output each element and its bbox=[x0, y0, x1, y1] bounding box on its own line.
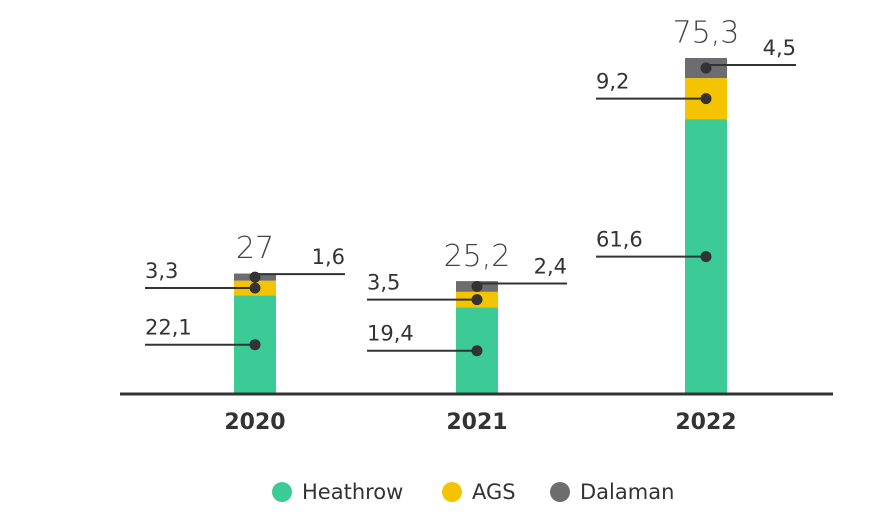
x-tick-label: 2022 bbox=[675, 410, 736, 435]
value-label: 3,5 bbox=[367, 271, 400, 295]
value-label: 9,2 bbox=[596, 70, 629, 94]
value-label: 1,6 bbox=[312, 245, 345, 269]
legend-label: Heathrow bbox=[302, 480, 403, 504]
leader-dot bbox=[700, 93, 712, 105]
value-label: 2,4 bbox=[534, 254, 567, 278]
value-label: 3,3 bbox=[145, 259, 178, 283]
total-label: 75,3 bbox=[673, 16, 740, 51]
value-label: 19,4 bbox=[367, 322, 414, 346]
legend-label: Dalaman bbox=[580, 480, 674, 504]
legend-swatch bbox=[550, 482, 570, 502]
leader-dot bbox=[700, 251, 712, 263]
value-label: 4,5 bbox=[763, 36, 796, 60]
leader-dot bbox=[471, 280, 483, 292]
leader-dot bbox=[700, 62, 712, 74]
x-tick-label: 2021 bbox=[446, 410, 507, 435]
legend-swatch bbox=[272, 482, 292, 502]
leader-dot bbox=[471, 294, 483, 306]
total-label: 25,2 bbox=[444, 239, 511, 274]
leader-dot bbox=[249, 339, 261, 351]
legend-label: AGS bbox=[472, 480, 516, 504]
legend-swatch bbox=[442, 482, 462, 502]
total-label: 27 bbox=[236, 231, 274, 266]
value-label: 22,1 bbox=[145, 316, 192, 340]
leader-dot bbox=[471, 345, 483, 357]
x-tick-label: 2020 bbox=[224, 410, 285, 435]
value-label: 61,6 bbox=[596, 228, 643, 252]
leader-dot bbox=[249, 282, 261, 294]
leader-dot bbox=[249, 271, 261, 283]
